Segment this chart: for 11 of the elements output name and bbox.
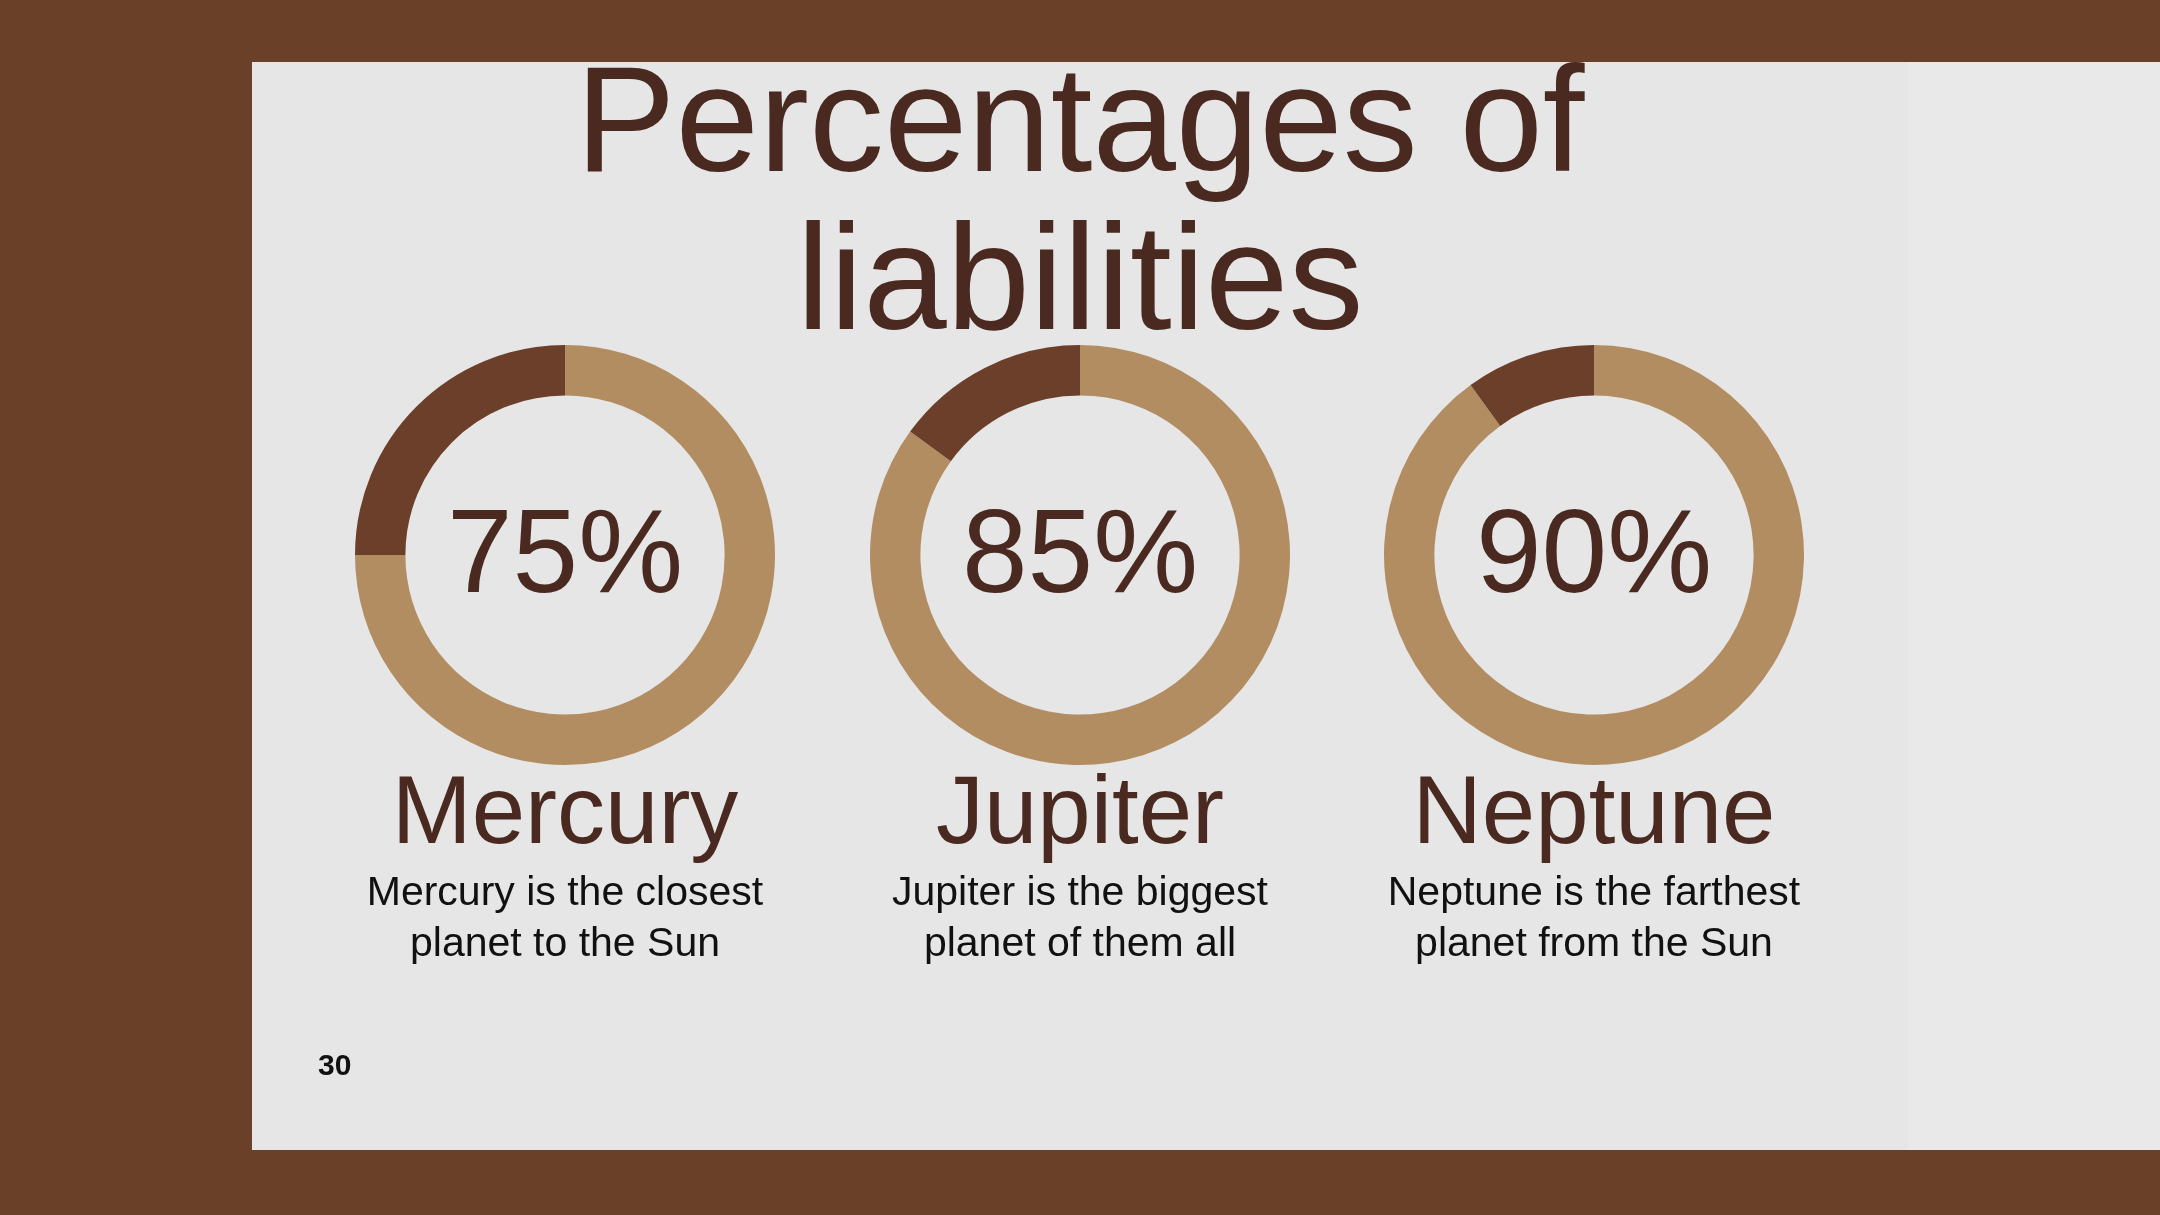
text: 30 <box>318 1048 352 1082</box>
text: Neptune <box>1411 755 1777 865</box>
data-label: 85% <box>961 484 1199 617</box>
text: Jupiter is the biggest planet of them all <box>890 867 1269 967</box>
text: Jupiter <box>934 755 1226 865</box>
text: Mercury <box>390 755 740 865</box>
text: Neptune is the farthest planet from the Sun <box>1386 867 1802 967</box>
data-label: 75% <box>446 484 684 617</box>
text: Percentages of liabilities <box>574 35 1586 361</box>
text: Mercury is the closest planet to the Sun <box>365 867 765 967</box>
data-label: 90% <box>1475 484 1713 617</box>
